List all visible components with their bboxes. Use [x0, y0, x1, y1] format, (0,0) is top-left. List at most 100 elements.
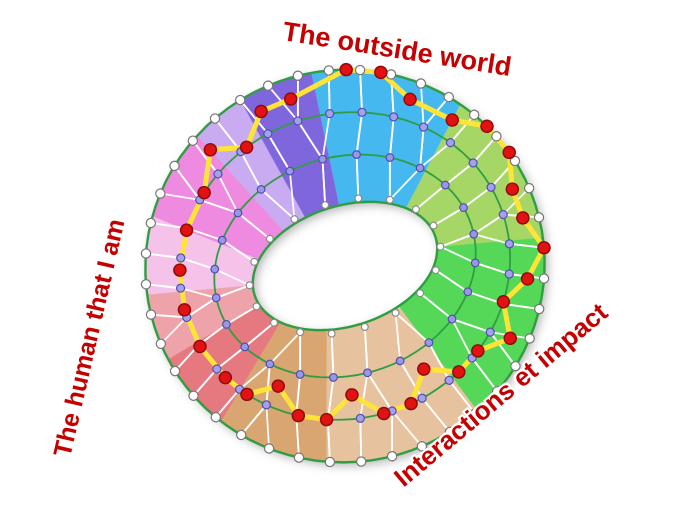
- node: [233, 208, 243, 218]
- red-node: [345, 388, 359, 402]
- node: [290, 215, 299, 224]
- node: [187, 135, 199, 146]
- green-ring: [213, 153, 477, 379]
- red-node: [254, 104, 268, 119]
- node: [329, 373, 338, 382]
- node: [385, 195, 394, 204]
- sector-green-light: [406, 104, 543, 247]
- red-node: [445, 113, 459, 127]
- red-node: [291, 408, 306, 423]
- node: [470, 258, 480, 268]
- node: [256, 184, 266, 194]
- node: [445, 138, 456, 148]
- red-node: [404, 396, 418, 411]
- node: [211, 293, 221, 303]
- node: [491, 131, 502, 142]
- node: [145, 217, 157, 229]
- red-node: [537, 240, 551, 255]
- node: [415, 163, 425, 173]
- node: [263, 443, 275, 454]
- node: [169, 160, 180, 172]
- node: [436, 242, 445, 251]
- node: [263, 129, 273, 139]
- node: [325, 109, 335, 119]
- red-node: [283, 92, 298, 106]
- red-node: [193, 339, 207, 354]
- green-ring: [251, 200, 439, 332]
- red-node: [173, 263, 187, 277]
- node: [416, 289, 425, 298]
- node: [293, 116, 303, 126]
- node: [469, 408, 481, 419]
- node: [155, 338, 167, 350]
- node: [431, 266, 440, 275]
- node: [533, 212, 545, 223]
- node: [424, 338, 434, 348]
- node: [262, 80, 274, 91]
- node: [363, 368, 372, 378]
- node: [354, 194, 363, 203]
- node: [468, 109, 480, 120]
- node: [265, 234, 274, 243]
- node: [504, 239, 514, 249]
- red-node: [505, 182, 520, 196]
- red-node: [480, 119, 494, 134]
- nodes-group: [140, 62, 551, 468]
- node: [327, 329, 336, 338]
- node: [357, 107, 367, 117]
- red-node: [179, 223, 194, 237]
- node: [444, 375, 454, 385]
- node: [292, 70, 304, 81]
- red-node: [516, 211, 530, 225]
- node: [324, 456, 336, 468]
- node: [524, 333, 535, 344]
- node: [140, 248, 152, 259]
- node: [411, 205, 420, 214]
- node: [250, 257, 259, 266]
- node: [176, 283, 186, 293]
- node: [463, 287, 473, 297]
- node: [169, 365, 181, 377]
- node: [295, 370, 305, 379]
- node: [459, 203, 468, 213]
- node: [389, 112, 399, 122]
- node: [140, 279, 152, 290]
- node: [212, 364, 222, 374]
- node: [533, 303, 545, 315]
- node: [523, 182, 535, 194]
- node: [261, 400, 271, 410]
- red-node: [502, 145, 516, 160]
- red-node: [177, 303, 192, 317]
- node: [222, 319, 231, 329]
- red-node: [203, 143, 218, 157]
- red-node: [377, 406, 391, 421]
- node: [252, 302, 261, 311]
- node: [416, 441, 428, 452]
- node: [234, 94, 246, 106]
- node: [385, 69, 397, 80]
- node: [217, 235, 227, 245]
- node: [498, 209, 508, 220]
- node: [415, 78, 427, 89]
- red-node: [197, 185, 211, 200]
- sector-pink-light: [145, 216, 260, 295]
- node: [360, 322, 369, 331]
- node: [236, 429, 247, 441]
- node: [318, 154, 327, 164]
- node: [188, 390, 199, 401]
- node: [210, 412, 222, 423]
- torus-group: [140, 62, 551, 468]
- node: [419, 122, 429, 132]
- red-node: [240, 387, 254, 402]
- node: [213, 169, 223, 179]
- node: [323, 65, 334, 76]
- red-node: [496, 295, 511, 309]
- red-node: [417, 362, 431, 376]
- node: [429, 221, 438, 230]
- red-node: [218, 370, 233, 385]
- node: [240, 342, 250, 352]
- node: [395, 356, 405, 366]
- node: [447, 314, 457, 324]
